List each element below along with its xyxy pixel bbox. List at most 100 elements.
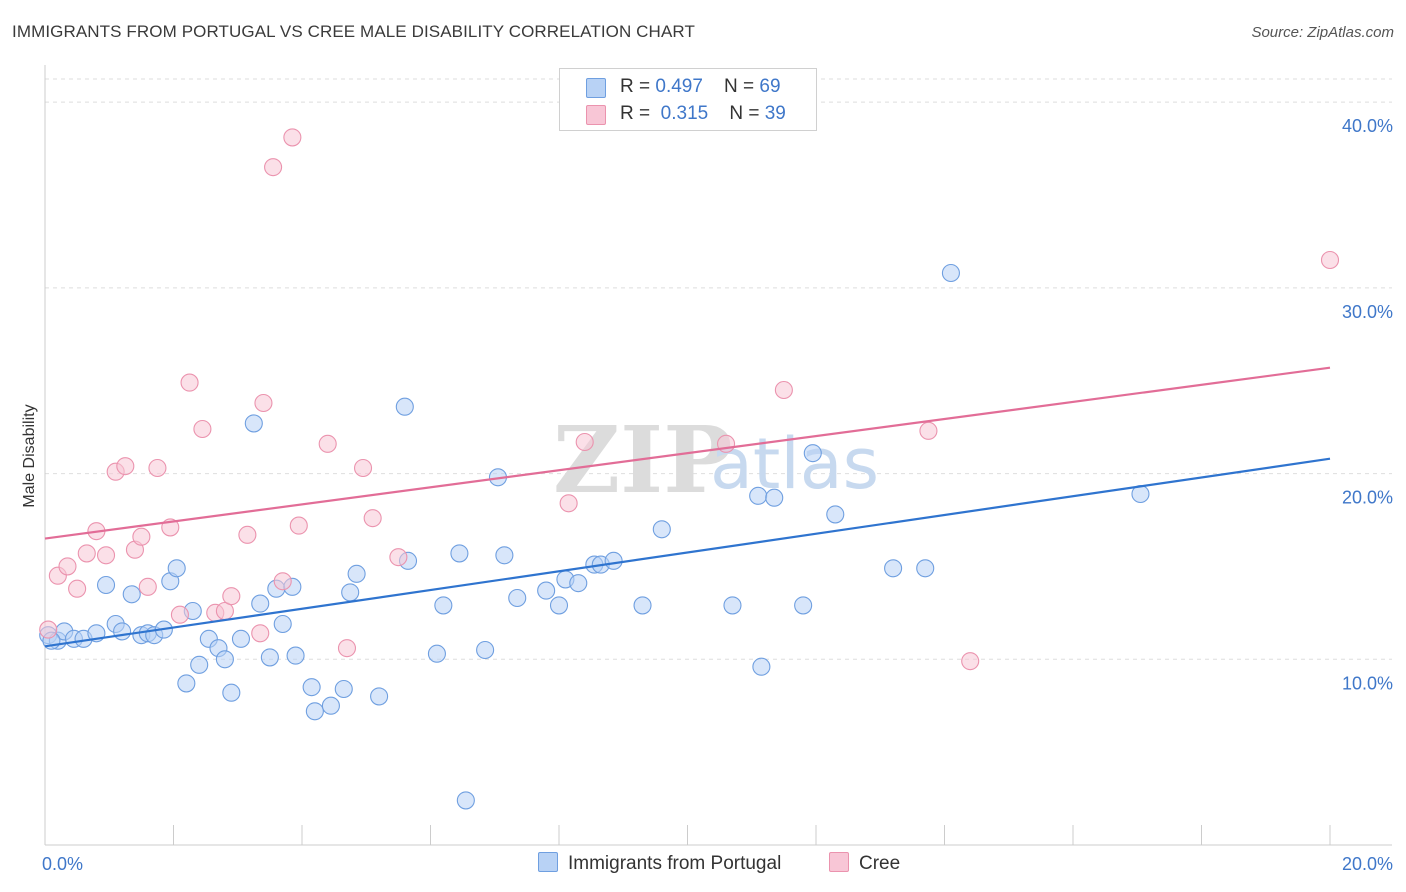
point-portugal — [370, 687, 389, 706]
point-portugal — [569, 574, 588, 593]
point-cree — [283, 128, 302, 147]
point-portugal — [395, 397, 414, 416]
point-portugal — [941, 263, 960, 283]
bottom-legend-swatch-cree — [829, 852, 849, 872]
point-portugal — [723, 596, 742, 615]
point-portugal — [244, 414, 263, 433]
point-portugal — [450, 544, 469, 563]
point-portugal — [273, 614, 292, 634]
point-cree — [222, 587, 241, 606]
point-cree — [264, 158, 283, 177]
legend-r-value-cree: 0.315 — [660, 103, 709, 124]
point-cree — [251, 624, 270, 643]
point-cree — [919, 421, 938, 440]
axes — [44, 65, 1392, 846]
point-cree — [389, 548, 408, 567]
point-portugal — [260, 648, 279, 667]
point-portugal — [231, 629, 251, 648]
point-portugal — [215, 650, 234, 669]
bottom-legend-label-cree: Cree — [859, 853, 901, 874]
x-tick-label: 0.0% — [42, 854, 83, 874]
legend-n-label: N = — [729, 103, 765, 124]
point-portugal — [752, 657, 771, 676]
bottom-legend-cree: Cree — [829, 852, 900, 875]
point-portugal — [508, 588, 527, 608]
bottom-legend-label-portugal: Immigrants from Portugal — [568, 853, 782, 874]
source-label: Source: ZipAtlas.com — [1251, 24, 1394, 41]
point-portugal — [347, 564, 366, 583]
point-cree — [353, 458, 373, 478]
gridlines — [45, 78, 1392, 660]
point-portugal — [321, 696, 340, 715]
legend-r-label: R = — [620, 76, 656, 97]
point-portugal — [476, 640, 495, 660]
point-cree — [289, 516, 308, 535]
point-portugal — [495, 546, 514, 565]
point-portugal — [341, 583, 360, 602]
point-portugal — [916, 559, 935, 578]
point-portugal — [652, 520, 671, 539]
series-portugal-points — [39, 263, 1150, 810]
point-portugal — [222, 683, 241, 702]
point-cree — [363, 509, 382, 528]
point-portugal — [302, 678, 321, 697]
y-tick-label: 30.0% — [1342, 302, 1393, 322]
legend-n-value-portugal: 69 — [759, 76, 781, 97]
point-cree — [170, 605, 189, 624]
point-portugal — [427, 644, 446, 663]
trendline-portugal — [44, 457, 1331, 648]
trendline-cree — [44, 366, 1331, 540]
point-portugal — [334, 679, 353, 699]
point-portugal — [537, 581, 556, 600]
point-portugal — [749, 486, 768, 505]
tick-labels: 10.0% 20.0% 30.0% 40.0% 0.0% 20.0% — [42, 116, 1393, 874]
point-cree — [68, 579, 87, 598]
trendlines — [44, 366, 1331, 648]
point-portugal — [305, 702, 324, 721]
watermark: ZIP atlas — [553, 406, 879, 514]
legend-r-label: R = — [620, 103, 656, 124]
point-portugal — [122, 585, 141, 604]
point-cree — [238, 525, 257, 544]
chart-title: IMMIGRANTS FROM PORTUGAL VS CREE MALE DI… — [12, 22, 695, 41]
point-portugal — [884, 559, 903, 578]
legend-n-label: N = — [724, 76, 760, 97]
point-portugal — [803, 444, 822, 463]
point-portugal — [434, 596, 453, 615]
point-portugal — [190, 655, 209, 674]
point-cree — [96, 546, 116, 565]
watermark-atlas: atlas — [710, 423, 879, 505]
point-portugal — [826, 505, 845, 524]
legend-swatch-cree — [586, 105, 606, 125]
legend-n-value-cree: 39 — [764, 103, 786, 124]
point-cree — [148, 458, 167, 478]
point-cree — [180, 373, 199, 392]
point-cree — [559, 494, 578, 513]
point-cree — [337, 639, 357, 658]
point-portugal — [113, 622, 132, 641]
legend-swatch-portugal — [586, 78, 606, 98]
y-tick-label: 20.0% — [1342, 488, 1393, 508]
point-portugal — [251, 594, 270, 613]
point-portugal — [794, 596, 813, 615]
point-cree — [58, 557, 77, 576]
point-cree — [273, 572, 292, 591]
bottom-legend-portugal: Immigrants from Portugal — [538, 852, 781, 875]
point-cree — [318, 434, 337, 453]
point-cree — [254, 393, 273, 413]
y-axis-label: Male Disability — [21, 404, 38, 507]
point-portugal — [549, 596, 569, 615]
legend-r-value-portugal: 0.497 — [655, 76, 703, 97]
point-portugal — [286, 646, 305, 665]
point-portugal — [96, 575, 116, 595]
point-cree — [39, 620, 58, 639]
point-cree — [961, 652, 980, 671]
bottom-legend-swatch-portugal — [538, 852, 558, 872]
series-cree-points — [39, 128, 1340, 671]
point-portugal — [765, 488, 784, 507]
x-tick-label: 20.0% — [1342, 854, 1393, 874]
point-cree — [774, 380, 793, 400]
y-tick-label: 40.0% — [1342, 116, 1393, 136]
correlation-legend: R = 0.497 N = 69 R = 0.315 N = 39 — [559, 68, 817, 131]
